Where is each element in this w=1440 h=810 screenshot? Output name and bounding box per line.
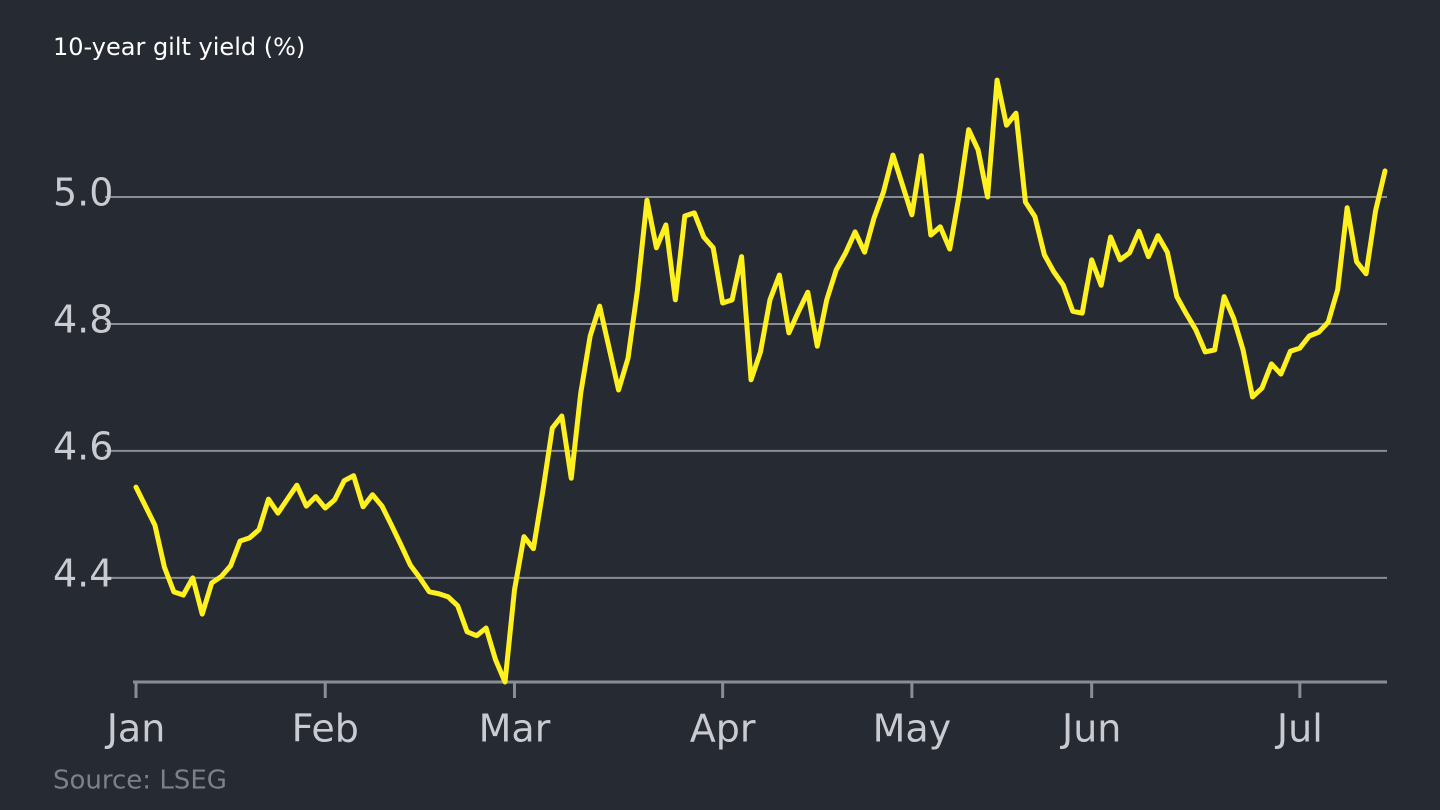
x-tick-label: Jun <box>1060 707 1121 751</box>
x-tick-label: Jul <box>1275 707 1323 751</box>
y-tick-label: 5.0 <box>53 170 113 214</box>
source-note: Source: LSEG <box>53 766 227 796</box>
y-tick-label: 4.6 <box>53 424 113 468</box>
x-tick-label: May <box>873 707 952 751</box>
x-tick-label: Mar <box>479 707 551 751</box>
y-tick-label: 4.8 <box>53 297 113 341</box>
x-tick-label: Jan <box>105 707 166 751</box>
data-line <box>133 77 1388 685</box>
x-tick-label: Feb <box>292 707 359 751</box>
chart-title: 10-year gilt yield (%) <box>53 33 305 61</box>
y-tick-label: 4.4 <box>53 551 113 595</box>
x-tick-label: Apr <box>690 707 756 751</box>
